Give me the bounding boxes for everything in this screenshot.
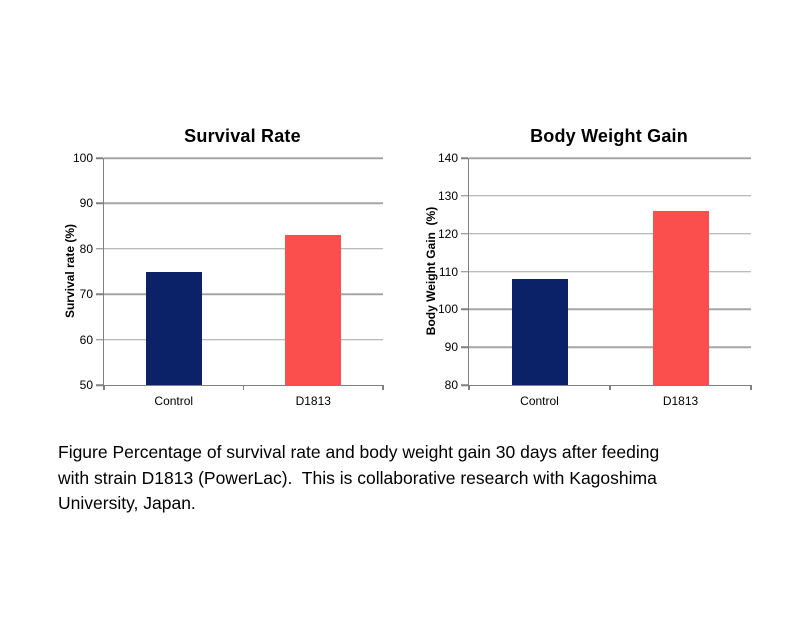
y-tick-mark: [461, 346, 468, 348]
x-tick-mark: [468, 385, 470, 390]
caption-line: with strain D1813 (PowerLac). This is co…: [58, 467, 657, 488]
gridline: [469, 195, 751, 197]
y-tick-label: 60: [79, 332, 93, 347]
x-category-label: Control: [154, 394, 194, 408]
plot-area: 50 60 70 80 90 100 Control D1813: [73, 152, 384, 408]
bar-d1813: [285, 235, 342, 385]
y-tick-label: 70: [79, 287, 93, 302]
gridline: [469, 232, 751, 235]
y-tick-mark: [96, 293, 103, 295]
x-category-label: D1813: [662, 394, 699, 408]
y-tick-label: 50: [79, 378, 93, 392]
y-tick-label: 80: [444, 378, 458, 392]
gridline: [104, 338, 383, 341]
y-tick-label: 90: [79, 196, 93, 211]
chart-title: Survival Rate: [184, 126, 301, 146]
caption-line: University, Japan.: [58, 493, 196, 513]
figure-caption: Figure Percentage of survival rate and b…: [58, 440, 748, 517]
gridline: [469, 308, 751, 311]
gridline: [469, 270, 751, 273]
gridline: [469, 157, 751, 159]
gridline: [469, 346, 751, 348]
y-tick-mark: [461, 232, 468, 235]
y-tick-mark: [96, 338, 103, 341]
y-tick-mark: [461, 308, 468, 311]
x-tick-mark: [242, 385, 245, 390]
y-tick-mark: [461, 195, 468, 197]
gridline: [104, 293, 383, 295]
caption-line: Figure Percentage of survival rate and b…: [58, 442, 660, 462]
x-tick-mark: [103, 385, 105, 390]
x-category-label: D1813: [295, 394, 331, 408]
y-tick-label: 100: [437, 302, 458, 317]
y-tick-label: 140: [437, 151, 458, 165]
y-tick-mark: [96, 384, 103, 386]
y-tick-label: 130: [437, 188, 458, 203]
y-tick-mark: [461, 270, 468, 273]
y-tick-mark: [461, 157, 468, 159]
x-category-label: Control: [520, 394, 559, 408]
x-tick-mark: [382, 385, 384, 390]
y-tick-label: 90: [444, 340, 458, 355]
plot-area: 80 90 100 110 120 130 140 Control D1813: [438, 152, 752, 408]
y-tick-mark: [96, 248, 103, 250]
gridline: [104, 157, 383, 159]
y-tick-label: 100: [72, 151, 93, 165]
y-tick-label: 80: [79, 241, 93, 256]
x-tick-mark: [750, 385, 752, 390]
y-tick-mark: [461, 384, 468, 386]
y-tick-label: 120: [437, 226, 458, 241]
bar-d1813: [652, 210, 709, 385]
gridline: [104, 248, 383, 250]
y-tick-label: 110: [438, 264, 458, 279]
y-tick-mark: [96, 157, 103, 159]
x-tick-mark: [609, 385, 611, 390]
bar-control: [511, 279, 568, 385]
chart-title: Body Weight Gain: [530, 126, 688, 146]
gridline: [104, 202, 383, 205]
bar-control: [145, 271, 202, 385]
y-tick-mark: [96, 202, 103, 205]
